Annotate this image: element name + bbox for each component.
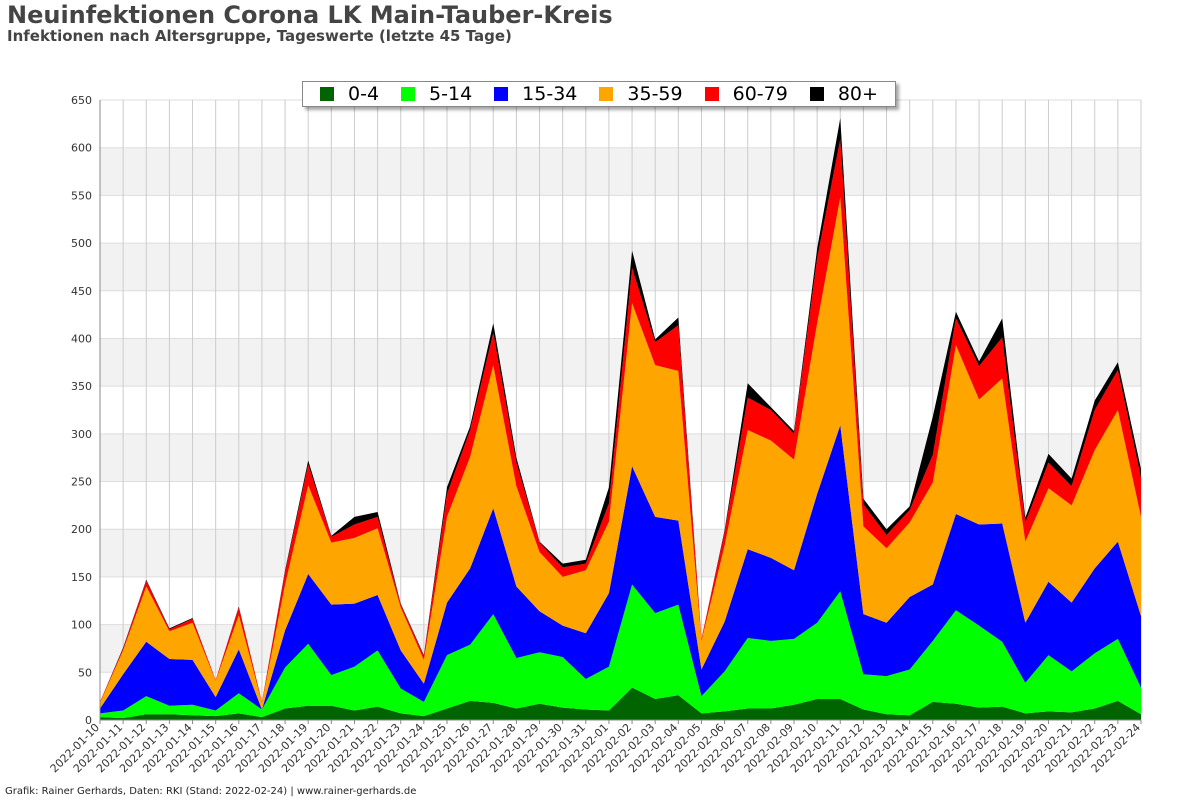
legend-swatch: [809, 87, 824, 101]
y-tick-label: 350: [71, 380, 92, 393]
y-tick-label: 150: [71, 571, 92, 584]
chart-subtitle: Infektionen nach Altersgruppe, Tageswert…: [7, 27, 512, 45]
y-tick-label: 100: [71, 619, 92, 632]
y-tick-label: 50: [78, 666, 92, 679]
legend-label: 5-14: [429, 83, 473, 105]
y-tick-label: 450: [71, 285, 92, 298]
footer-credit: Grafik: Rainer Gerhards, Daten: RKI (Sta…: [5, 786, 417, 797]
legend-swatch: [704, 87, 719, 101]
y-tick-label: 250: [71, 476, 92, 489]
grid-band: [100, 147, 1141, 196]
legend-label: 0-4: [348, 83, 380, 105]
y-tick-label: 650: [71, 94, 92, 107]
legend-item: 35-59: [599, 83, 683, 105]
area-series-15-34: [100, 425, 1141, 714]
y-tick-label: 300: [71, 428, 92, 441]
legend-item: 60-79: [704, 83, 788, 105]
legend-item: 5-14: [401, 83, 472, 105]
legend-item: 0-4: [320, 83, 379, 105]
area-series-0-4: [100, 687, 1141, 720]
y-tick-label: 500: [71, 237, 92, 250]
y-tick-label: 200: [71, 523, 92, 536]
legend-item: 15-34: [494, 83, 577, 105]
y-tick-label: 0: [85, 714, 92, 727]
y-tick-label: 400: [71, 332, 92, 345]
legend-swatch: [320, 87, 334, 101]
legend-label: 15-34: [522, 83, 578, 105]
chart-title: Neuinfektionen Corona LK Main-Tauber-Kre…: [7, 1, 613, 29]
legend-swatch: [401, 87, 416, 101]
legend-label: 60-79: [732, 83, 788, 105]
legend-label: 80+: [837, 83, 878, 105]
area-series-5-14: [100, 584, 1141, 719]
grid-band: [100, 243, 1141, 291]
y-tick-label: 600: [71, 142, 92, 155]
area-series-35-59: [100, 197, 1141, 710]
legend-item: 80+: [809, 83, 878, 105]
y-tick-label: 550: [71, 189, 92, 202]
legend-swatch: [494, 87, 509, 101]
legend-swatch: [599, 87, 614, 101]
legend-label: 35-59: [627, 83, 683, 105]
chart-legend: 0-4 5-14 15-34 35-59 60-79 80+: [302, 81, 896, 107]
